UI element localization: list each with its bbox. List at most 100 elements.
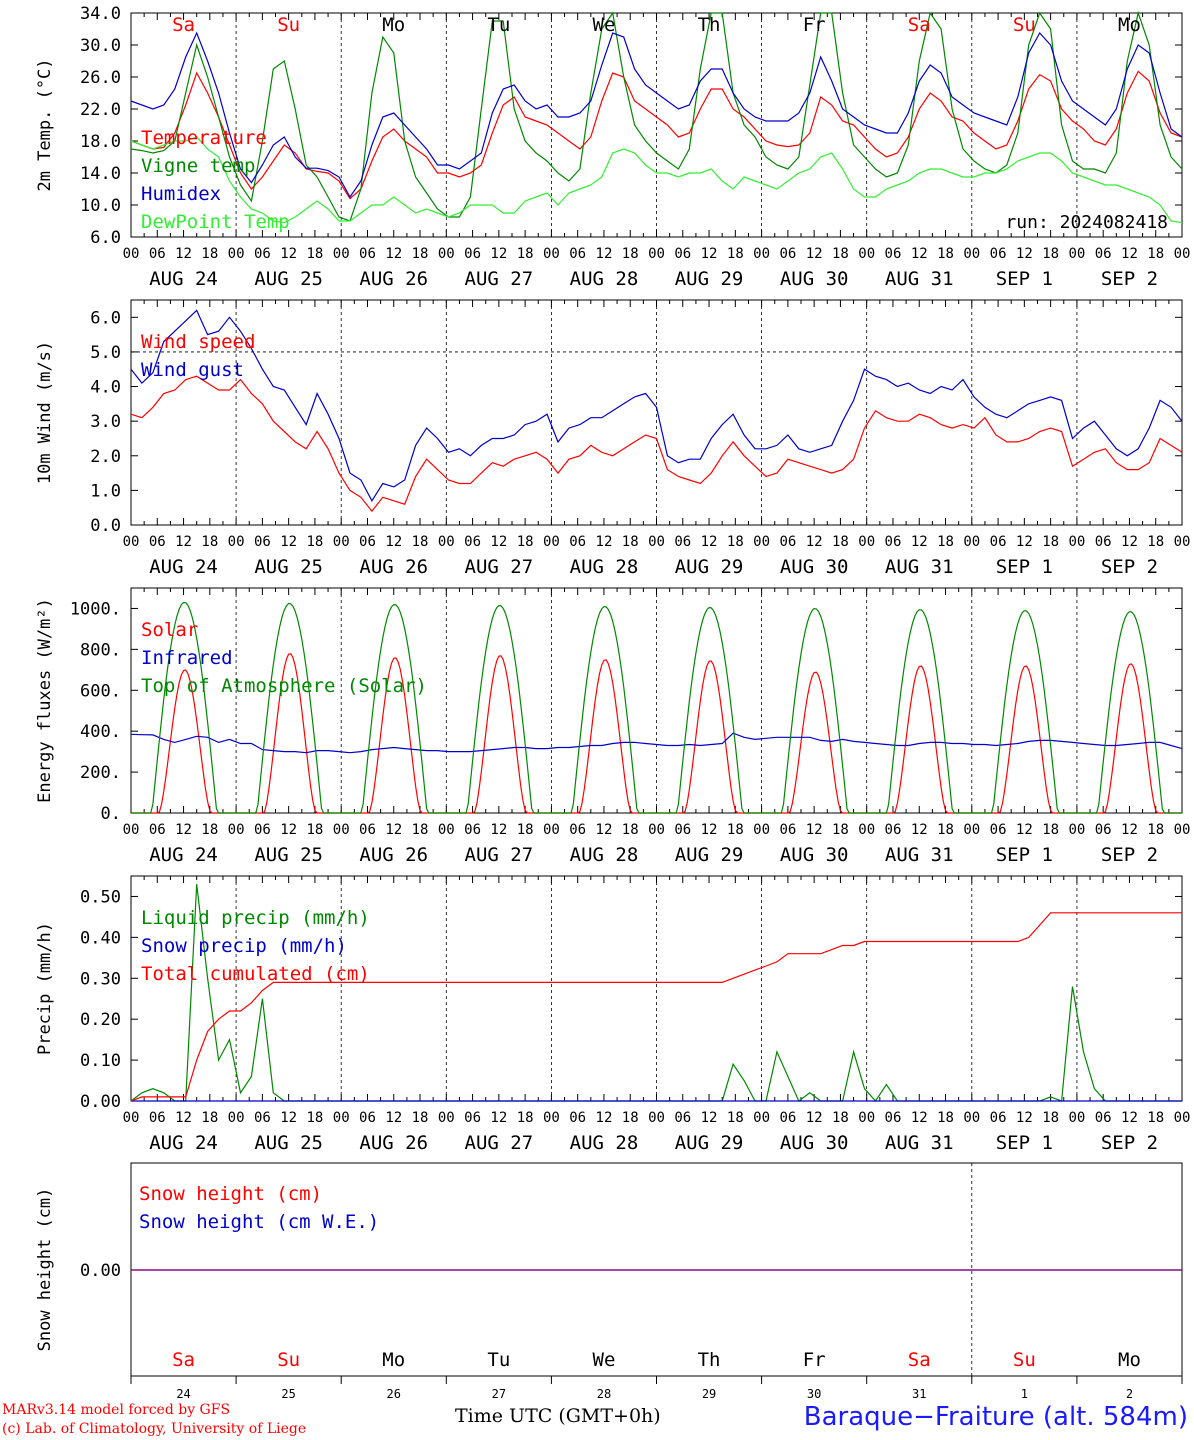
legend-entry: Wind gust xyxy=(141,359,244,381)
hour-label: 06 xyxy=(779,534,796,550)
y-axis-label: Energy fluxes (W/m²) xyxy=(35,598,55,803)
hour-label: 00 xyxy=(543,534,560,550)
hour-label: 12 xyxy=(175,822,192,838)
hour-label: 06 xyxy=(359,822,376,838)
weekday-label: Mo xyxy=(1118,1349,1141,1371)
hour-label: 00 xyxy=(963,1110,980,1126)
hour-label: 18 xyxy=(412,246,429,262)
hour-label: 06 xyxy=(1095,534,1112,550)
y-tick-label: 22.0 xyxy=(80,100,121,120)
hour-label: 18 xyxy=(622,822,639,838)
hour-label: 12 xyxy=(280,534,297,550)
weekday-label: Sa xyxy=(908,14,931,36)
hour-label: 06 xyxy=(359,1110,376,1126)
y-tick-label: 1000. xyxy=(70,599,121,619)
hour-label: 00 xyxy=(543,1110,560,1126)
weekday-label: Su xyxy=(1013,14,1036,36)
date-label: AUG 24 xyxy=(149,556,218,578)
hour-label: 18 xyxy=(306,534,323,550)
hour-label: 06 xyxy=(990,1110,1007,1126)
weekday-label: Th xyxy=(698,1349,721,1371)
hour-label: 18 xyxy=(517,1110,534,1126)
date-label: AUG 28 xyxy=(570,268,639,290)
date-label: AUG 28 xyxy=(570,844,639,866)
hour-label: 18 xyxy=(937,1110,954,1126)
legend-entry: Vigne temp xyxy=(141,155,255,177)
date-label: AUG 27 xyxy=(465,1132,534,1154)
hour-label: 00 xyxy=(753,534,770,550)
run-label: run: 2024082418 xyxy=(1005,212,1168,233)
hour-label: 00 xyxy=(858,822,875,838)
date-label: AUG 29 xyxy=(675,268,744,290)
hour-label: 12 xyxy=(911,822,928,838)
date-label: AUG 25 xyxy=(254,556,323,578)
series-line-vigne-temp xyxy=(130,10,1183,222)
hour-label: 18 xyxy=(1147,1110,1164,1126)
legend-entry: Solar xyxy=(141,619,198,641)
hour-label: 12 xyxy=(280,822,297,838)
hour-label: 00 xyxy=(858,534,875,550)
hour-label: 18 xyxy=(727,822,744,838)
hour-label: 12 xyxy=(596,534,613,550)
hour-label: 00 xyxy=(438,534,455,550)
hour-label: 18 xyxy=(517,534,534,550)
series-line-temperature xyxy=(130,70,1183,200)
date-label: AUG 28 xyxy=(570,556,639,578)
hour-label: 06 xyxy=(359,534,376,550)
hour-label: 18 xyxy=(622,246,639,262)
hour-label: 06 xyxy=(885,534,902,550)
y-tick-label: 10.0 xyxy=(80,196,121,216)
hour-label: 06 xyxy=(885,822,902,838)
date-label: AUG 30 xyxy=(780,556,849,578)
hour-label: 12 xyxy=(490,822,507,838)
hour-label: 00 xyxy=(228,534,245,550)
hour-label: 12 xyxy=(806,1110,823,1126)
hour-label: 00 xyxy=(753,1110,770,1126)
legend-entry: Top of Atmosphere (Solar) xyxy=(141,675,427,697)
day-number-label: 2 xyxy=(1126,1387,1133,1401)
hour-label: 18 xyxy=(1147,246,1164,262)
weekday-label: Fr xyxy=(803,14,826,36)
day-number-label: 25 xyxy=(281,1387,295,1401)
date-label: AUG 29 xyxy=(675,844,744,866)
hour-label: 12 xyxy=(1121,246,1138,262)
hour-label: 12 xyxy=(911,534,928,550)
y-tick-label: 0.0 xyxy=(90,516,121,536)
date-label: AUG 29 xyxy=(675,1132,744,1154)
hour-label: 12 xyxy=(911,1110,928,1126)
y-tick-label: 6.0 xyxy=(90,308,121,328)
day-number-label: 24 xyxy=(176,1387,190,1401)
hour-label: 06 xyxy=(674,534,691,550)
hour-label: 06 xyxy=(254,246,271,262)
date-label: SEP 1 xyxy=(996,1132,1053,1154)
weekday-label: Th xyxy=(698,14,721,36)
hour-label: 06 xyxy=(674,1110,691,1126)
hour-label: 12 xyxy=(701,246,718,262)
hour-label: 12 xyxy=(1121,534,1138,550)
hour-label: 18 xyxy=(201,534,218,550)
hour-label: 00 xyxy=(123,534,140,550)
hour-label: 18 xyxy=(517,246,534,262)
date-label: AUG 29 xyxy=(675,556,744,578)
hour-label: 00 xyxy=(333,1110,350,1126)
hour-label: 06 xyxy=(779,246,796,262)
y-tick-label: 14.0 xyxy=(80,164,121,184)
y-tick-label: 18.0 xyxy=(80,132,121,152)
hour-label: 00 xyxy=(648,822,665,838)
date-label: AUG 30 xyxy=(780,1132,849,1154)
y-tick-label: 200. xyxy=(80,763,121,783)
hour-label: 18 xyxy=(201,1110,218,1126)
weekday-label: Fr xyxy=(803,1349,826,1371)
x-axis-title: Time UTC (GMT+0h) xyxy=(455,1405,661,1427)
date-label: AUG 26 xyxy=(359,556,428,578)
hour-label: 18 xyxy=(832,534,849,550)
credit-lab: (c) Lab. of Climatology, University of L… xyxy=(2,1421,307,1437)
date-label: AUG 25 xyxy=(254,844,323,866)
hour-label: 06 xyxy=(569,822,586,838)
weekday-label: Sa xyxy=(172,1349,195,1371)
y-tick-label: 0.30 xyxy=(80,969,121,989)
weekday-label: We xyxy=(593,1349,616,1371)
hour-label: 06 xyxy=(569,534,586,550)
date-label: SEP 1 xyxy=(996,268,1053,290)
hour-label: 18 xyxy=(201,246,218,262)
